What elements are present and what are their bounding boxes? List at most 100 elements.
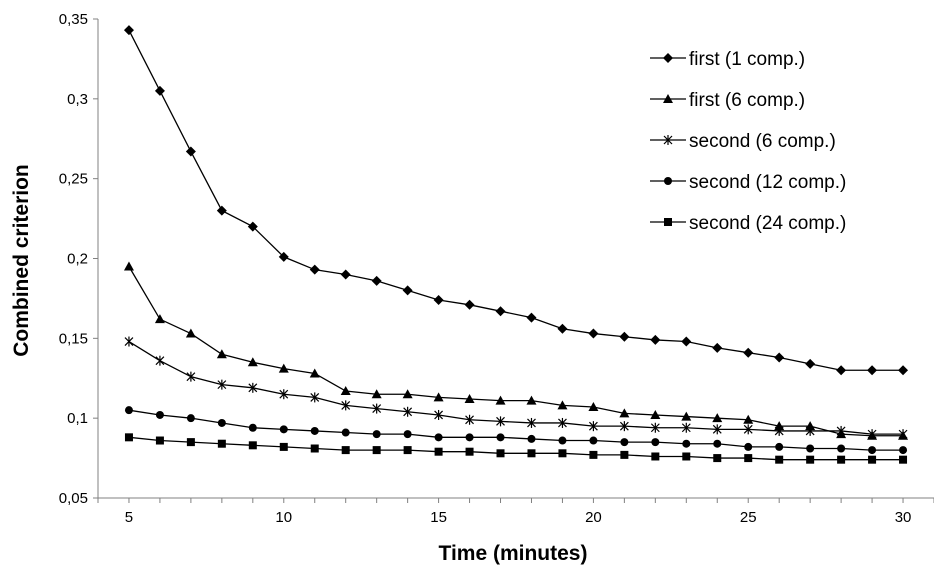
data-point bbox=[712, 342, 723, 353]
data-point bbox=[557, 400, 568, 410]
data-point bbox=[806, 444, 815, 453]
data-point bbox=[371, 389, 382, 399]
legend-label: second (24 comp.) bbox=[689, 213, 846, 234]
data-point bbox=[650, 334, 661, 345]
series-line bbox=[128, 29, 904, 371]
data-point bbox=[217, 379, 227, 390]
series-layer bbox=[123, 25, 909, 464]
data-point bbox=[341, 446, 350, 455]
legend-marker bbox=[663, 135, 673, 145]
data-point bbox=[836, 425, 846, 436]
data-point bbox=[557, 323, 568, 334]
data-point bbox=[402, 389, 413, 399]
data-point bbox=[898, 365, 909, 376]
data-point bbox=[372, 446, 381, 455]
data-point bbox=[124, 433, 133, 442]
series-line bbox=[128, 436, 904, 461]
data-point bbox=[123, 261, 134, 271]
data-point bbox=[588, 401, 599, 411]
data-point bbox=[898, 429, 908, 440]
data-point bbox=[216, 205, 227, 216]
data-point bbox=[651, 452, 660, 461]
data-point bbox=[774, 352, 785, 363]
data-point bbox=[558, 436, 567, 445]
data-point bbox=[527, 449, 536, 458]
x-tick-label: 15 bbox=[430, 509, 447, 526]
data-point bbox=[186, 438, 195, 447]
data-point bbox=[186, 414, 195, 423]
series-diamond bbox=[123, 25, 909, 376]
data-point bbox=[124, 336, 134, 347]
data-point bbox=[403, 406, 413, 417]
data-point bbox=[682, 452, 691, 461]
legend-item: second (24 comp.) bbox=[650, 213, 846, 234]
data-point bbox=[433, 392, 444, 402]
data-point bbox=[248, 382, 258, 393]
y-tick-label: 0,15 bbox=[59, 330, 88, 347]
data-point bbox=[774, 425, 784, 436]
data-point bbox=[744, 442, 753, 451]
data-point bbox=[496, 433, 505, 442]
data-point bbox=[372, 430, 381, 439]
data-point bbox=[154, 85, 165, 96]
data-point bbox=[217, 439, 226, 448]
series-line bbox=[128, 340, 904, 435]
data-point bbox=[558, 417, 567, 428]
data-point bbox=[340, 269, 351, 280]
legend-marker bbox=[664, 177, 672, 185]
x-tick-label: 30 bbox=[895, 509, 912, 526]
data-point bbox=[402, 285, 413, 296]
data-point bbox=[806, 455, 815, 464]
data-point bbox=[527, 434, 536, 443]
data-point bbox=[185, 328, 196, 338]
data-point bbox=[744, 454, 753, 463]
data-point bbox=[558, 449, 567, 458]
series-line bbox=[128, 266, 904, 437]
data-point bbox=[681, 411, 692, 421]
series-square bbox=[124, 433, 908, 464]
x-ticks: 5 10 15 20 25 30 bbox=[97, 498, 934, 526]
data-point bbox=[743, 414, 754, 424]
data-point bbox=[899, 446, 908, 455]
data-point bbox=[837, 455, 846, 464]
y-tick-label: 0,25 bbox=[59, 171, 88, 188]
data-point bbox=[805, 425, 815, 436]
y-tick-label: 0,3 bbox=[67, 91, 88, 108]
data-point bbox=[279, 425, 288, 434]
data-point bbox=[155, 355, 165, 366]
legend: first (1 comp.) first (6 comp.) second (6 … bbox=[650, 49, 846, 234]
data-point bbox=[309, 264, 320, 275]
data-point bbox=[434, 409, 444, 420]
data-point bbox=[310, 426, 319, 435]
data-point bbox=[247, 221, 258, 232]
data-point bbox=[310, 444, 319, 453]
x-tick-label: 10 bbox=[275, 509, 292, 526]
data-point bbox=[588, 421, 598, 432]
data-point bbox=[278, 363, 289, 373]
data-point bbox=[279, 442, 288, 451]
data-point bbox=[216, 349, 227, 359]
data-point bbox=[495, 306, 506, 317]
data-point bbox=[868, 455, 877, 464]
x-tick-label: 5 bbox=[125, 509, 133, 526]
data-point bbox=[434, 447, 443, 456]
data-point bbox=[712, 413, 723, 423]
data-point bbox=[805, 358, 816, 369]
data-point bbox=[155, 436, 164, 445]
data-point bbox=[371, 275, 382, 286]
legend-label: second (6 comp.) bbox=[689, 131, 836, 152]
data-point bbox=[868, 446, 877, 455]
data-point bbox=[185, 146, 196, 157]
data-point bbox=[713, 454, 722, 463]
data-point bbox=[682, 439, 691, 448]
data-point bbox=[681, 336, 692, 347]
legend-marker bbox=[664, 218, 672, 226]
data-point bbox=[650, 422, 660, 433]
data-point bbox=[619, 421, 629, 432]
y-axis-title: Combined criterion bbox=[10, 164, 33, 357]
data-point bbox=[867, 429, 877, 440]
data-point bbox=[899, 455, 908, 464]
data-point bbox=[341, 428, 350, 437]
data-point bbox=[186, 371, 196, 382]
